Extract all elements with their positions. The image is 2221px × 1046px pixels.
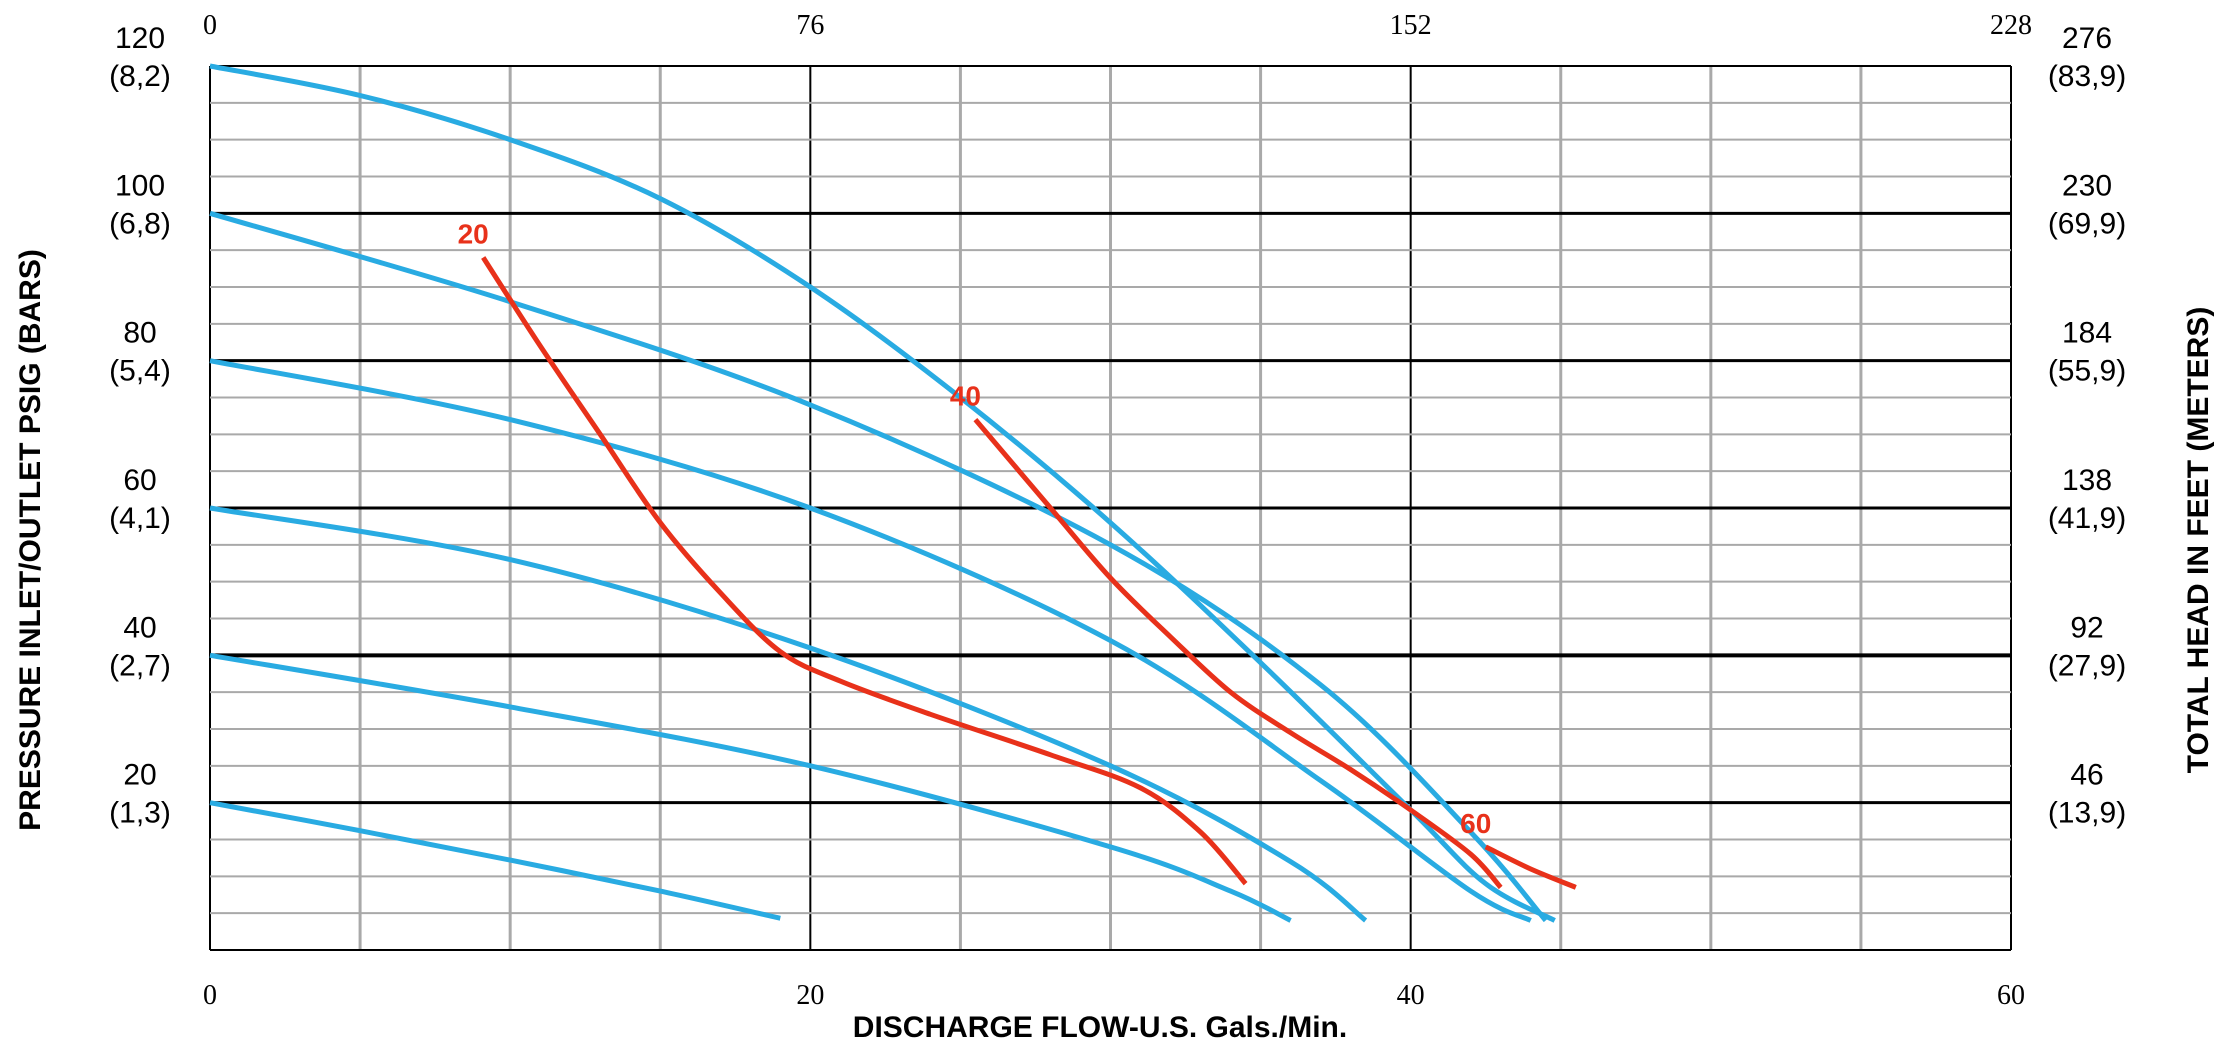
x-tick-label: 40 [1397,980,1425,1011]
x-top-tick-label: 76 [796,10,824,41]
pressure-curve-1 [209,800,781,921]
y-left-tick-bar: (2,7) [109,649,171,682]
y-left-tick-psig: 120 [115,22,165,55]
y-axis-title-right: TOTAL HEAD IN FEET (METERS) [2182,307,2215,774]
y-right-tick-meters: (83,9) [2048,60,2126,93]
y-right-tick-feet: 184 [2062,317,2112,350]
x-tick-label: 0 [203,980,217,1011]
y-left-tick-bar: (4,1) [109,502,171,535]
y-right-tick-feet: 138 [2062,464,2112,497]
pressure-curve-5 [209,210,1548,923]
pressure-curve-3 [209,505,1368,923]
y-right-tick-meters: (27,9) [2048,649,2126,682]
x-tick-label: 60 [1997,980,2025,1011]
air-curve-label: 60 [1460,808,1491,839]
grid-lines [209,65,2012,951]
y-right-tick-meters: (55,9) [2048,355,2126,388]
y-left-tick-bar: (8,2) [109,60,171,93]
air-curve-20 [481,256,1248,886]
x-axis-title: DISCHARGE FLOW-U.S. Gals./Min. [853,1011,1347,1044]
y-left-tick-bar: (6,8) [109,207,171,240]
y-left-tick-bar: (5,4) [109,355,171,388]
y-left-tick-bar: (1,3) [109,797,171,830]
y-right-tick-feet: 230 [2062,169,2112,202]
air-curve-40 [973,417,1503,890]
air-curve-60 [1484,844,1577,890]
y-right-tick-feet: 46 [2070,759,2103,792]
y-right-tick-meters: (41,9) [2048,502,2126,535]
air-consumption-curves: 20 40 60 [458,219,1577,890]
y-right-tick-meters: (13,9) [2048,797,2126,830]
x-tick-label: 20 [796,980,824,1011]
pressure-curve-2 [209,652,1292,923]
x-top-tick-label: 228 [1990,10,2032,41]
y-axis-title-left: PRESSURE INLET/OUTLET PSIG (BARS) [14,249,47,831]
y-left-tick-psig: 60 [123,464,156,497]
y-right-tick-feet: 92 [2070,611,2103,644]
y-left-tick-psig: 40 [123,611,156,644]
y-left-tick-psig: 80 [123,317,156,350]
y-left-tick-psig: 20 [123,759,156,792]
air-curve-label: 20 [458,219,489,250]
air-curve-label: 40 [950,381,981,412]
tick-labels: 0 20 40 60 0 76 152 228 20 (1,3) 40 (2,7) 60 (4,1) 80 (… [109,10,2126,1011]
y-right-tick-meters: (69,9) [2048,207,2126,240]
x-top-tick-label: 0 [203,10,217,41]
x-top-tick-label: 152 [1390,10,1432,41]
y-right-tick-feet: 276 [2062,22,2112,55]
y-left-tick-psig: 100 [115,169,165,202]
pressure-curve-4 [209,358,1532,923]
